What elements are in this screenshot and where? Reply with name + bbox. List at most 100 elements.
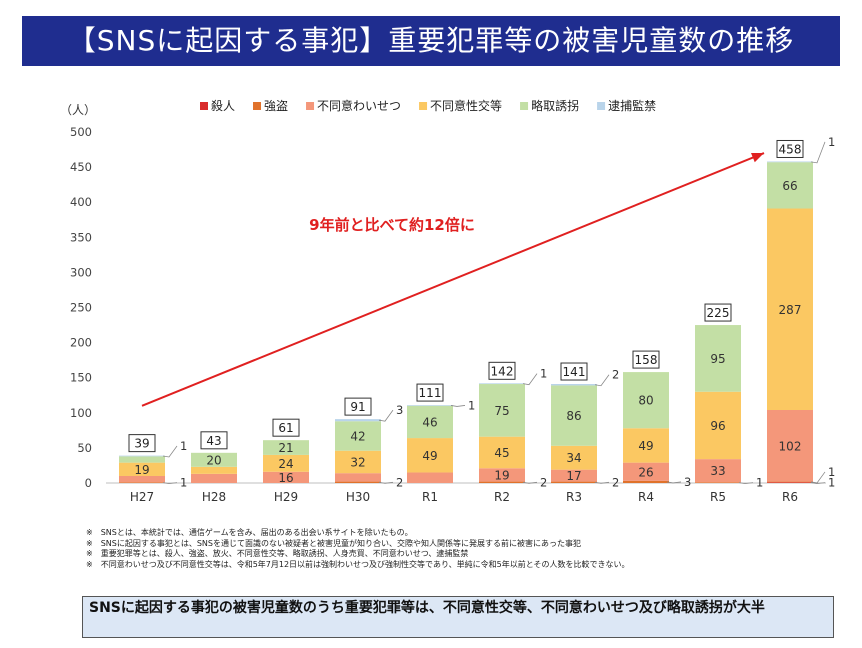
bar-value-label: 86 [566, 409, 581, 423]
total-box [416, 383, 444, 402]
bar-segment [767, 161, 813, 163]
bar-segment [551, 445, 597, 470]
footnote: ※ SNSとは、本統計では、通信ゲームを含み、届出のある出会い系サイトを除いたも… [86, 528, 413, 537]
x-tick-label: R2 [494, 490, 510, 504]
bar-value-label: 24 [278, 457, 293, 471]
legend-label: 略取誘拐 [531, 98, 579, 113]
bar-segment [623, 462, 669, 481]
y-tick-label: 350 [70, 230, 92, 244]
bar-segment [407, 438, 453, 473]
bar-value-label: 45 [494, 446, 509, 460]
legend-label: 殺人 [211, 99, 235, 113]
callout-label: 2 [612, 368, 619, 382]
stacked-bar-chart: （人） 0 50 100 150 200 250 300 350 400 450 500 殺人 強盗 不同意… [60, 98, 835, 504]
total-box [200, 431, 228, 450]
bar-value-label: 96 [710, 419, 725, 433]
bar-segment [119, 482, 165, 483]
legend-swatch [419, 102, 428, 110]
callout-label: 1 [180, 476, 187, 490]
bar-segment [119, 462, 165, 476]
total-box [776, 139, 804, 158]
x-tick-label: H27 [130, 490, 154, 504]
callout-label: 1 [180, 439, 187, 453]
bar-segment [551, 469, 597, 482]
trend-annotation: 9年前と比べて約12倍に [309, 216, 475, 234]
bar-segment [335, 450, 381, 474]
callout-label: 3 [396, 403, 403, 417]
y-tick-label: 0 [85, 476, 92, 490]
summary-box: SNSに起因する事犯の被害児童数のうち重要犯罪等は、不同意性交等、不同意わいせつ… [82, 596, 834, 638]
trend-arrow-line [141, 152, 765, 407]
bar-segment [623, 480, 669, 483]
total-label: 142 [491, 364, 514, 378]
bar-segment [695, 482, 741, 483]
total-label: 43 [206, 434, 221, 448]
bar-segment [767, 482, 813, 483]
y-tick-label: 450 [70, 160, 92, 174]
x-tick-label: R6 [782, 490, 798, 504]
callout-line [378, 409, 394, 422]
bar-segment [767, 208, 813, 410]
callout-label: 2 [396, 475, 403, 489]
bar-segment [695, 325, 741, 392]
bar-segment [695, 459, 741, 483]
bar-segment [551, 384, 597, 386]
bar-value-label: 80 [638, 394, 653, 408]
trend-arrow-head [751, 152, 764, 163]
bar-value-label: 75 [494, 404, 509, 418]
bar-value-label: 19 [134, 463, 149, 477]
total-label: 158 [635, 353, 658, 367]
footnote: ※ 重要犯罪等とは、殺人、強盗、放火、不同意性交等、略取誘拐、人身売買、不同意わ… [86, 549, 469, 558]
x-tick-label: H28 [202, 490, 226, 504]
total-label: 91 [350, 400, 365, 414]
bar-segment [695, 391, 741, 460]
callout-line [162, 445, 178, 458]
callout-line [594, 374, 610, 387]
page-title: 【SNSに起因する事犯】重要犯罪等の被害児童数の推移 [22, 16, 840, 66]
x-tick-label: H30 [346, 490, 370, 504]
callout-label: 2 [612, 475, 619, 489]
bar-segment [191, 473, 237, 483]
x-tick-label: R3 [566, 490, 582, 504]
callout-line [810, 471, 826, 484]
bar-segment [407, 472, 453, 483]
bar-value-label: 17 [566, 469, 581, 483]
legend-swatch [306, 102, 315, 110]
total-label: 225 [707, 306, 730, 320]
total-box [344, 397, 372, 416]
footnote: ※ SNSに起因する事犯とは、SNSを通じて面識のない被疑者と被害児童が知り合い… [86, 538, 581, 548]
callout-line [522, 373, 538, 386]
total-box [272, 418, 300, 437]
bar-value-label: 42 [350, 429, 365, 443]
bar-segment [335, 421, 381, 451]
bar-segment [479, 436, 525, 469]
callout-label: 1 [756, 476, 763, 490]
bar-segment [407, 405, 453, 406]
bar-value-label: 21 [278, 441, 293, 455]
x-tick-label: R4 [638, 490, 654, 504]
bar-segment [767, 481, 813, 483]
total-box [560, 362, 588, 381]
bar-segment [119, 475, 165, 483]
x-tick-label: R5 [710, 490, 726, 504]
x-tick-label: H29 [274, 490, 298, 504]
callout-label: 1 [540, 367, 547, 381]
y-tick-label: 150 [70, 371, 92, 385]
callout-line [162, 482, 178, 485]
bar-value-label: 49 [638, 439, 653, 453]
bar-value-label: 95 [710, 352, 725, 366]
bar-segment [479, 384, 525, 437]
y-tick-label: 250 [70, 301, 92, 315]
callout-line [378, 481, 394, 484]
bar-value-label: 46 [422, 415, 437, 429]
legend-swatch [597, 102, 606, 110]
total-label: 39 [134, 437, 149, 451]
legend-label: 不同意性交等 [430, 98, 502, 113]
callout-line [666, 481, 682, 484]
y-tick-label: 100 [70, 406, 92, 420]
y-tick-label: 400 [70, 195, 92, 209]
bar-segment [551, 481, 597, 483]
legend-label: 不同意わいせつ [317, 98, 401, 113]
bar-value-label: 32 [350, 455, 365, 469]
callout-line [738, 482, 754, 485]
